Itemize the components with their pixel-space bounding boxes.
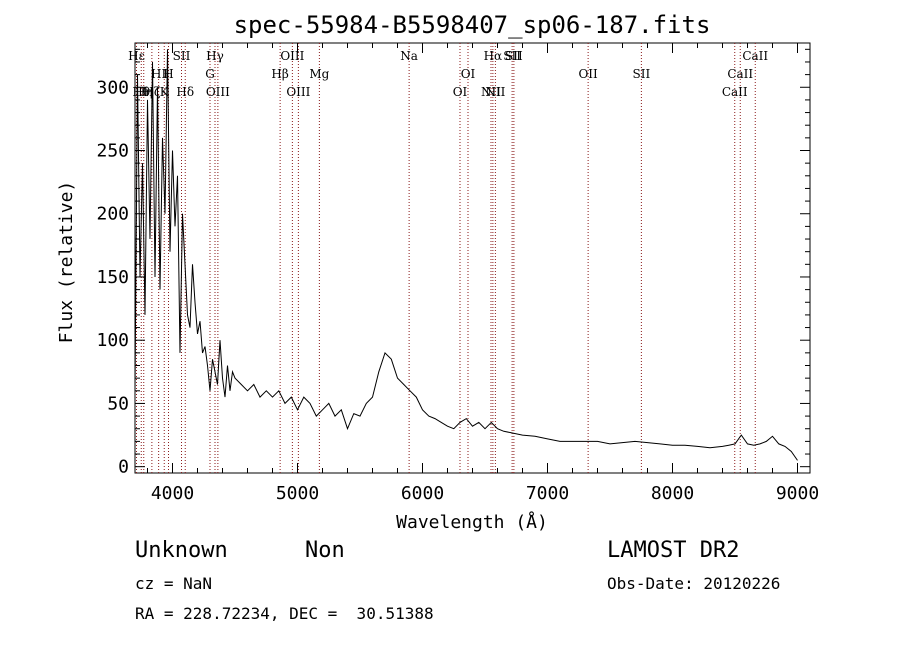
y-tick-label: 100 (96, 330, 129, 351)
marker-label: H (163, 67, 173, 81)
x-tick-label: 6000 (401, 483, 444, 504)
marker-label: OIII (280, 49, 304, 63)
marker-label: SII (173, 49, 191, 63)
marker-label: Hα (484, 49, 503, 63)
spectrum-chart: spec-55984-B5598407_sp06-187.fits Hε HθHη… (56, 11, 819, 533)
x-tick-label: 8000 (651, 483, 694, 504)
marker-label: HI (151, 67, 166, 81)
marker-label: CaII (742, 49, 768, 63)
y-tick-label: 200 (96, 204, 129, 225)
object-subclass: Non (305, 538, 345, 563)
marker-label: OI (453, 85, 468, 99)
marker-label: OII (578, 67, 598, 81)
marker-label: G (205, 67, 215, 81)
y-tick-label: 50 (107, 393, 129, 414)
y-axis-label: Flux (relative) (56, 181, 77, 344)
x-tick-label: 4000 (151, 483, 194, 504)
marker-label: OI (461, 67, 476, 81)
marker-label: K (160, 85, 170, 99)
survey-name: LAMOST DR2 (607, 538, 740, 563)
marker-label: CaII (722, 85, 748, 99)
marker-label: Hγ (206, 49, 224, 63)
marker-label: OIII (206, 85, 230, 99)
chart-title: spec-55984-B5598407_sp06-187.fits (234, 11, 711, 39)
marker-label: Na (400, 49, 418, 63)
y-tick-label: 0 (118, 457, 129, 478)
spectrum-line (134, 49, 798, 461)
marker-label: CaII (727, 67, 753, 81)
x-tick-label: 5000 (276, 483, 319, 504)
marker-label: SII (503, 49, 521, 63)
x-axis-ticks: 4000 5000 6000 7000 8000 9000 (147, 43, 819, 504)
marker-label: SII (633, 67, 651, 81)
object-class: Unknown (135, 538, 228, 563)
obs-date-text: Obs-Date: 20120226 (607, 574, 781, 593)
y-tick-label: 300 (96, 77, 129, 98)
x-tick-label: 7000 (526, 483, 569, 504)
coordinates-text: RA = 228.72234, DEC = 30.51388 (135, 604, 434, 623)
y-tick-label: 150 (96, 267, 129, 288)
marker-label: NII (481, 85, 501, 99)
marker-label: Hδ (176, 85, 194, 99)
marker-label: Hβ (271, 67, 288, 81)
marker-label: Hθ (132, 85, 150, 99)
x-axis-label: Wavelength (Å) (396, 511, 548, 533)
marker-label: OIII (286, 85, 310, 99)
spectral-line-markers (136, 43, 756, 473)
y-axis-ticks: 0 50 100 150 200 250 300 (96, 48, 810, 478)
y-tick-label: 250 (96, 141, 129, 162)
marker-label: NII (485, 85, 505, 99)
marker-label: Hη (135, 85, 153, 99)
marker-label: Mg (309, 67, 329, 81)
x-tick-label: 9000 (776, 483, 819, 504)
plot-frame (134, 42, 811, 474)
redshift-text: cz = NaN (135, 574, 213, 593)
marker-label: Hε (128, 49, 145, 63)
marker-label: SII (505, 49, 523, 63)
spectral-line-labels: HεHθHηHζHIKHSIIHδGHγOIIIHβOIIIOIIIMgNaOI… (128, 49, 768, 99)
